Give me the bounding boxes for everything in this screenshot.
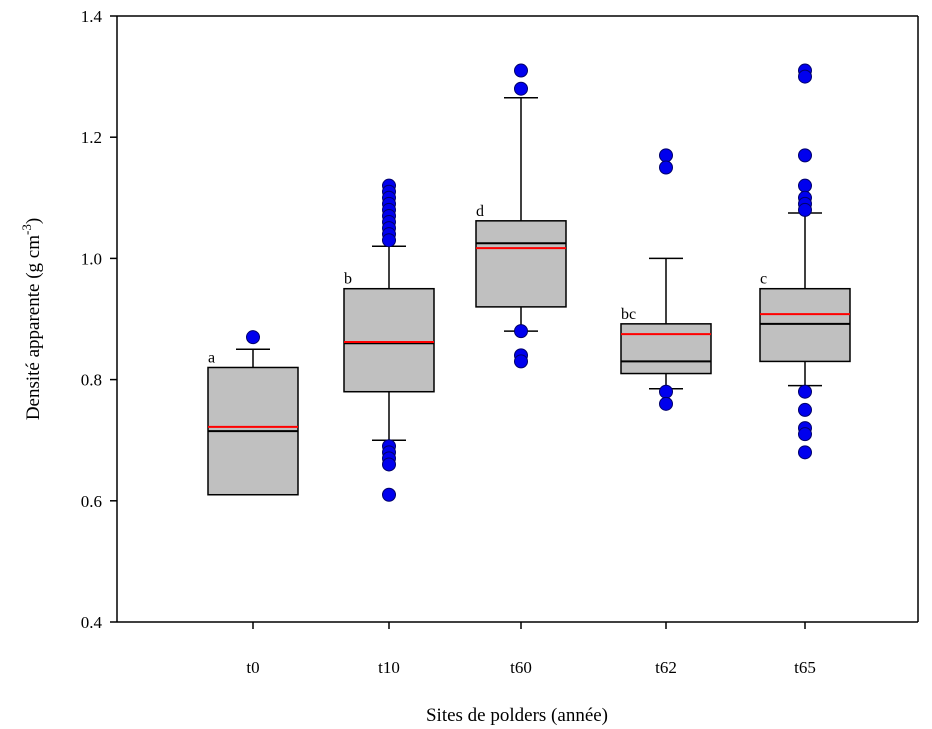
outlier-point: [798, 445, 812, 460]
outlier-point: [659, 396, 673, 411]
y-tick-label: 1.2: [81, 128, 102, 147]
x-tick-label: t60: [510, 658, 532, 677]
y-axis-title-main: Densité apparente (g cm: [23, 235, 44, 420]
significance-letter: c: [760, 271, 767, 288]
iqr-box: [475, 220, 567, 308]
x-axis-ticks: t0 t10 t60 t62 t65: [246, 622, 816, 677]
outlier-point: [659, 384, 673, 399]
outlier-point: [246, 330, 260, 345]
outlier-point: [798, 202, 812, 217]
iqr-box: [620, 323, 712, 375]
y-tick-label: 1.4: [81, 7, 103, 26]
significance-letter: a: [208, 349, 215, 366]
box-group-t10: b: [343, 178, 435, 502]
box-group-t62: bc: [620, 148, 712, 411]
y-axis-title-superscript: -3: [19, 224, 34, 235]
outlier-point: [382, 487, 396, 502]
significance-letter: d: [476, 203, 484, 220]
outlier-point: [514, 354, 528, 369]
outlier-point: [382, 457, 396, 472]
y-axis-title-close: ): [23, 218, 44, 224]
outlier-point: [514, 324, 528, 339]
box-groups: a b d bc c: [207, 63, 851, 502]
outlier-point: [514, 63, 528, 78]
outlier-point: [798, 402, 812, 417]
box-group-t60: d: [475, 63, 567, 369]
box-group-t0: a: [207, 330, 299, 496]
box-group-t65: c: [759, 63, 851, 460]
y-tick-label: 0.8: [81, 371, 102, 390]
outlier-point: [798, 178, 812, 193]
outlier-point: [514, 81, 528, 96]
significance-letter: bc: [621, 306, 636, 323]
x-tick-label: t0: [246, 658, 259, 677]
outlier-point: [798, 427, 812, 442]
iqr-box: [759, 287, 851, 363]
x-tick-label: t65: [794, 658, 816, 677]
y-tick-label: 0.4: [81, 613, 103, 632]
y-tick-label: 1.0: [81, 249, 102, 268]
y-axis-ticks: 0.4 0.6 0.8 1.0 1.2 1.4: [81, 7, 117, 632]
outlier-point: [798, 69, 812, 84]
x-tick-label: t62: [655, 658, 677, 677]
outlier-point: [659, 148, 673, 163]
y-axis-title: Densité apparente (g cm-3): [19, 218, 44, 420]
x-tick-label: t10: [378, 658, 400, 677]
y-tick-label: 0.6: [81, 492, 102, 511]
significance-letter: b: [344, 271, 352, 288]
outlier-point: [798, 384, 812, 399]
iqr-box: [343, 287, 435, 393]
outlier-point: [798, 148, 812, 163]
x-axis-title: Sites de polders (année): [426, 705, 608, 726]
outlier-point: [659, 160, 673, 175]
outlier-point: [382, 233, 396, 248]
